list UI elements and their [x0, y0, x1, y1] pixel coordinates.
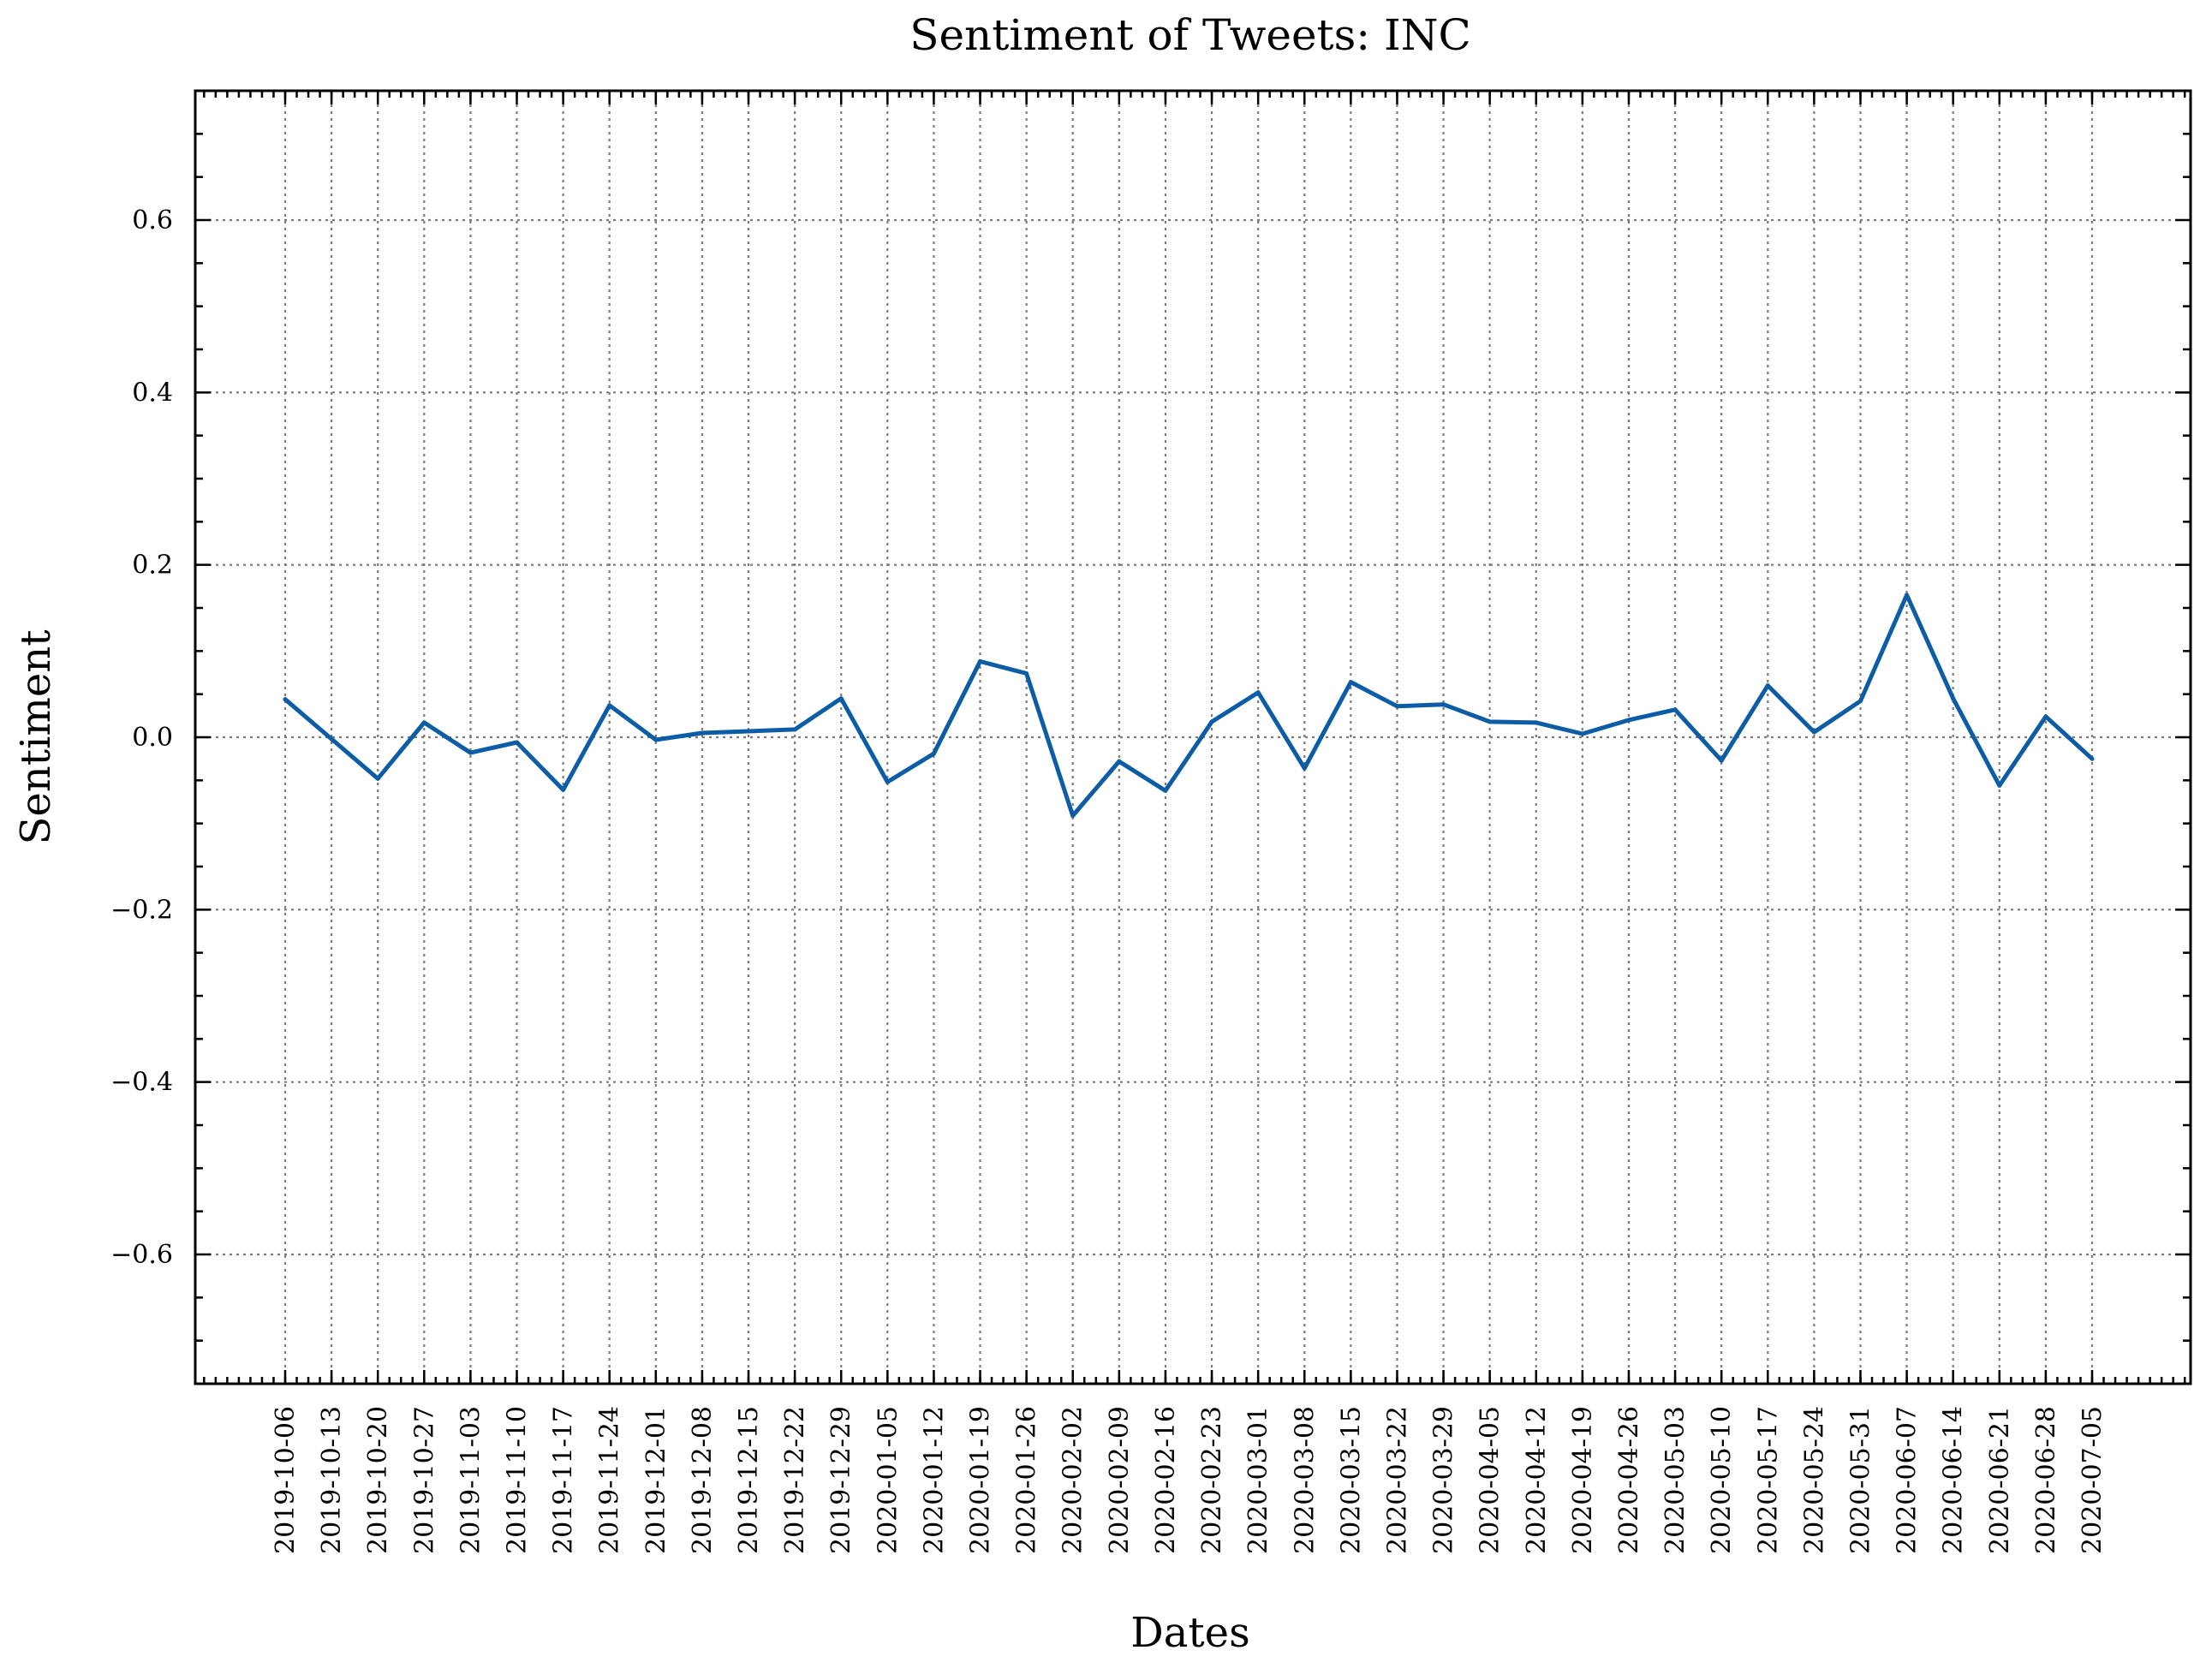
data-point: [885, 779, 890, 784]
data-point: [1348, 680, 1353, 685]
data-point: [1488, 719, 1493, 724]
x-tick-label: 2020-01-19: [966, 1406, 996, 1554]
data-point: [1070, 813, 1076, 819]
x-tick-label: 2020-02-23: [1197, 1406, 1227, 1554]
data-point: [1997, 783, 2002, 788]
x-tick-label: 2019-10-27: [409, 1406, 439, 1554]
data-point: [468, 750, 473, 755]
y-tick-label: 0.0: [132, 723, 173, 753]
data-point: [2043, 714, 2048, 719]
data-point: [283, 697, 288, 702]
y-tick-label: 0.2: [132, 551, 173, 581]
x-tick-label: 2020-06-07: [1893, 1406, 1923, 1554]
series-layer: [283, 593, 2095, 819]
grid: [195, 91, 2191, 1384]
data-point: [1626, 718, 1631, 723]
data-point: [1719, 758, 1724, 763]
x-tick-label: 2019-10-06: [271, 1406, 301, 1554]
data-point: [1951, 696, 1956, 701]
x-tick-label: 2020-01-12: [919, 1406, 949, 1554]
data-point: [1024, 671, 1029, 676]
y-tick-label: −0.6: [110, 1240, 173, 1270]
axis-ticks: [195, 89, 2191, 1385]
y-tick-label: 0.6: [132, 206, 173, 235]
x-tick-label: 2019-11-03: [456, 1406, 486, 1554]
x-tick-label: 2020-02-09: [1105, 1406, 1135, 1554]
x-tick-label: 2020-03-08: [1290, 1406, 1320, 1554]
data-point: [1394, 704, 1399, 709]
x-tick-label: 2020-06-28: [2031, 1406, 2061, 1554]
x-tick-label: 2020-01-26: [1012, 1406, 1042, 1554]
data-point: [421, 720, 426, 725]
data-point: [1857, 699, 1863, 704]
x-tick-label: 2019-10-13: [317, 1406, 347, 1554]
x-axis-label: Dates: [1130, 1609, 1249, 1657]
data-point: [1163, 788, 1168, 793]
x-tick-label: 2019-12-15: [734, 1406, 764, 1554]
x-tick-label: 2019-12-08: [688, 1406, 718, 1554]
x-tick-label: 2020-04-26: [1614, 1406, 1644, 1554]
x-tick-label: 2019-12-01: [641, 1406, 671, 1554]
x-tick-label: 2020-03-01: [1243, 1406, 1273, 1554]
data-point: [2090, 756, 2095, 761]
y-tick-label: −0.2: [110, 895, 173, 925]
data-point: [375, 776, 380, 781]
data-point: [978, 658, 983, 664]
x-tick-label: 2020-02-02: [1058, 1406, 1088, 1554]
plot-frame: [194, 89, 2192, 1385]
data-point: [561, 787, 566, 792]
x-tick-label: 2020-03-15: [1336, 1406, 1366, 1554]
x-tick-label: 2020-04-19: [1568, 1406, 1598, 1554]
x-tick-label: 2019-10-20: [363, 1406, 393, 1554]
x-tick-label: 2020-06-21: [1985, 1406, 2015, 1554]
data-point: [838, 696, 844, 701]
x-tick-label: 2019-11-24: [595, 1406, 625, 1554]
data-point: [1672, 707, 1678, 712]
data-point: [1811, 730, 1816, 735]
x-tick-label: 2020-05-03: [1660, 1406, 1690, 1554]
x-tick-label: 2020-07-05: [2078, 1406, 2108, 1554]
data-point: [1441, 702, 1446, 707]
x-tick-label: 2019-12-22: [780, 1406, 810, 1554]
data-point: [1905, 593, 1910, 598]
y-tick-label: −0.4: [110, 1068, 173, 1098]
data-point: [1534, 720, 1539, 725]
x-tick-label: 2020-04-12: [1522, 1406, 1552, 1554]
data-point: [792, 727, 797, 732]
y-axis-label: Sentiment: [12, 630, 60, 845]
data-point: [329, 736, 334, 742]
chart-title: Sentiment of Tweets: INC: [909, 10, 1471, 60]
data-point: [1765, 683, 1770, 688]
x-tick-label: 2020-05-31: [1845, 1406, 1875, 1554]
x-tick-label: 2020-03-29: [1429, 1406, 1459, 1554]
x-tick-label: 2020-06-14: [1939, 1406, 1969, 1554]
data-point: [1580, 731, 1585, 736]
x-tick-label: 2020-02-16: [1151, 1406, 1181, 1554]
x-tick-label: 2019-11-10: [503, 1406, 533, 1554]
data-point: [653, 737, 659, 742]
x-tick-label: 2020-05-10: [1707, 1406, 1737, 1554]
data-point: [1302, 766, 1307, 771]
x-tick-label: 2019-11-17: [549, 1406, 579, 1554]
data-point: [515, 740, 520, 745]
data-point: [746, 729, 751, 734]
tick-labels: 2019-10-06 2019-10-13 2019-10-20 2019-10-27…: [110, 206, 2108, 1554]
data-point: [1117, 759, 1122, 764]
x-tick-label: 2020-04-05: [1476, 1406, 1505, 1554]
x-tick-label: 2019-12-29: [826, 1406, 856, 1554]
x-tick-label: 2020-05-24: [1799, 1406, 1829, 1554]
data-point: [931, 751, 936, 756]
data-point: [607, 703, 612, 708]
y-tick-label: 0.4: [132, 378, 173, 408]
x-tick-label: 2020-01-05: [873, 1406, 903, 1554]
data-point: [700, 730, 705, 736]
data-point: [1209, 719, 1214, 724]
x-tick-label: 2020-05-17: [1753, 1406, 1783, 1554]
series-line: [283, 593, 2095, 819]
data-point: [1255, 690, 1261, 695]
x-tick-label: 2020-03-22: [1382, 1406, 1412, 1554]
